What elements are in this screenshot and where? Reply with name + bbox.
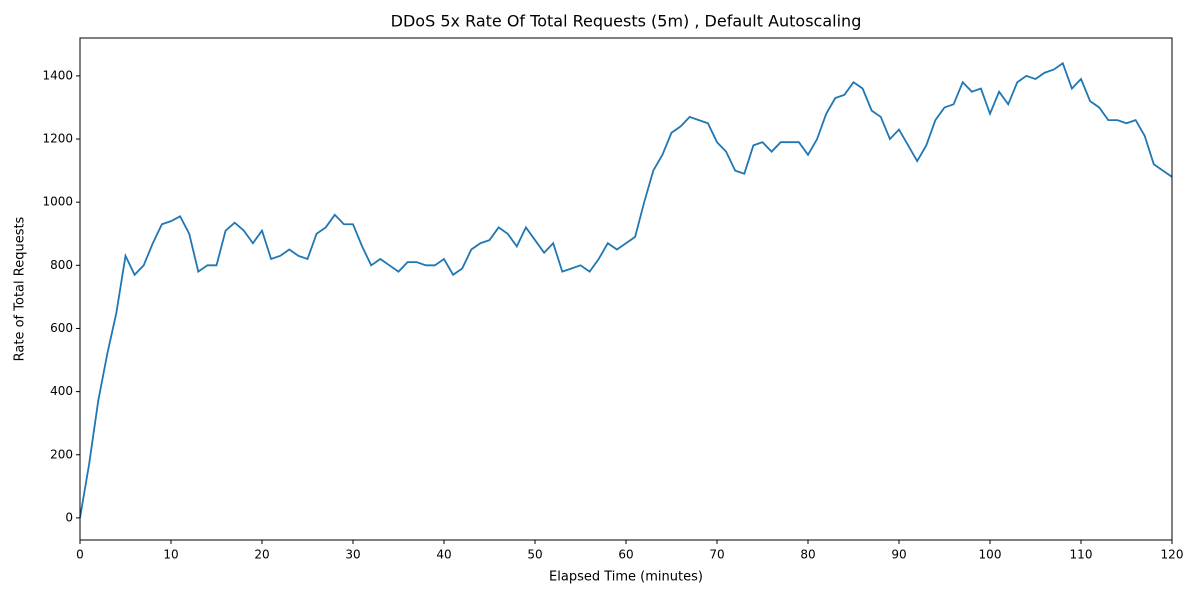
x-tick-label: 0 (76, 548, 84, 562)
y-tick-label: 800 (50, 258, 73, 272)
data-line (79, 61, 1173, 519)
x-tick-label: 60 (618, 548, 633, 562)
x-tick-label: 50 (527, 548, 542, 562)
y-axis-label: Rate of Total Requests (13, 216, 28, 361)
chart-title: DDoS 5x Rate Of Total Requests (5m) , De… (391, 12, 862, 31)
x-tick-label: 10 (163, 548, 178, 562)
x-tick-label: 70 (709, 548, 724, 562)
x-axis-label: Elapsed Time (minutes) (549, 570, 703, 585)
x-tick-label: 120 (1161, 548, 1184, 562)
x-tick-label: 30 (345, 548, 360, 562)
plot-frame (79, 37, 1173, 541)
x-tick-label: 90 (891, 548, 906, 562)
x-tick-label: 20 (254, 548, 269, 562)
y-tick-label: 200 (50, 447, 73, 461)
y-tick-label: 600 (50, 321, 73, 335)
x-tick-label: 110 (1070, 548, 1093, 562)
y-tick-label: 1000 (42, 195, 73, 209)
x-tick-label: 40 (436, 548, 451, 562)
y-tick-label: 1400 (42, 68, 73, 82)
y-tick-label: 1200 (42, 132, 73, 146)
y-tick-label: 0 (65, 510, 73, 524)
x-tick-label: 100 (979, 548, 1002, 562)
y-tick-label: 400 (50, 384, 73, 398)
x-tick-label: 80 (800, 548, 815, 562)
